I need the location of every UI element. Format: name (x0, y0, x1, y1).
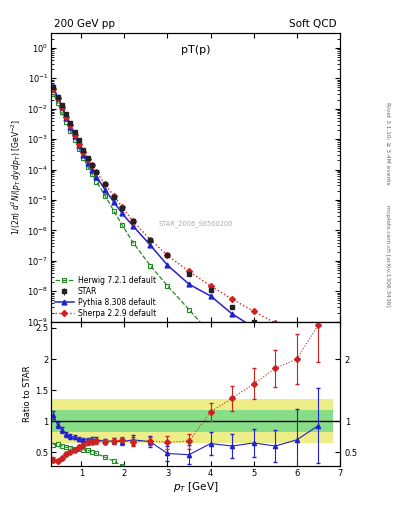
Bar (90, 410, 103, 432)
Herwig 7.2.1 default (111, 207, 116, 214)
Herwig 7.2.1 default (120, 222, 125, 228)
Bar (211, 410, 243, 432)
Herwig 7.2.1 default (59, 110, 64, 116)
Herwig 7.2.1 default (252, 378, 256, 385)
Herwig 7.2.1 default (294, 427, 299, 433)
Legend: Herwig 7.2.1 default, STAR, Pythia 8.308 default, Sherpa 2.2.9 default: Herwig 7.2.1 default, STAR, Pythia 8.308… (53, 274, 158, 319)
X-axis label: $p_T$ [GeV]: $p_T$ [GeV] (173, 480, 218, 495)
Herwig 7.2.1 default (51, 91, 55, 97)
Bar (60, 399, 66, 443)
Bar (275, 399, 305, 443)
Herwig 7.2.1 default (230, 355, 235, 361)
Bar (305, 399, 334, 443)
Herwig 7.2.1 default (316, 453, 321, 459)
Text: pT(p): pT(p) (181, 45, 210, 55)
Herwig 7.2.1 default (90, 171, 94, 177)
Line: Herwig 7.2.1 default: Herwig 7.2.1 default (51, 91, 321, 458)
Herwig 7.2.1 default (148, 263, 152, 269)
Text: STAR_2006_S6500200: STAR_2006_S6500200 (158, 220, 233, 227)
Bar (90, 399, 103, 443)
Bar (211, 399, 243, 443)
Bar (66, 399, 73, 443)
Herwig 7.2.1 default (94, 179, 99, 185)
Herwig 7.2.1 default (103, 193, 107, 199)
Herwig 7.2.1 default (165, 283, 170, 289)
Bar (146, 410, 167, 432)
Text: mcplots.cern.ch [arXiv:1306.3436]: mcplots.cern.ch [arXiv:1306.3436] (385, 205, 390, 307)
Y-axis label: $1/(2\pi)\ d^2N/(p_T\,dy\,dp_T)\ [\mathrm{GeV}^{-2}]$: $1/(2\pi)\ d^2N/(p_T\,dy\,dp_T)\ [\mathr… (10, 120, 24, 236)
Bar (146, 399, 167, 443)
Herwig 7.2.1 default (77, 146, 81, 152)
Bar (73, 410, 81, 432)
Bar (66, 410, 73, 432)
Herwig 7.2.1 default (208, 331, 213, 337)
Bar (51, 399, 60, 443)
Bar (103, 410, 124, 432)
Bar (60, 410, 66, 432)
Bar (51, 410, 60, 432)
Herwig 7.2.1 default (130, 240, 135, 246)
Bar (124, 410, 146, 432)
Herwig 7.2.1 default (72, 137, 77, 143)
Herwig 7.2.1 default (187, 307, 191, 313)
Bar (103, 399, 124, 443)
Bar (243, 410, 275, 432)
Bar (243, 399, 275, 443)
Bar (189, 399, 211, 443)
Bar (167, 399, 189, 443)
Herwig 7.2.1 default (55, 99, 60, 105)
Herwig 7.2.1 default (81, 155, 86, 161)
Bar (189, 410, 211, 432)
Herwig 7.2.1 default (68, 128, 73, 134)
Bar (81, 399, 90, 443)
Text: Rivet 3.1.10; ≥ 3.4M events: Rivet 3.1.10; ≥ 3.4M events (385, 102, 390, 185)
Bar (167, 410, 189, 432)
Herwig 7.2.1 default (273, 402, 277, 408)
Y-axis label: Ratio to STAR: Ratio to STAR (24, 366, 32, 422)
Bar (81, 410, 90, 432)
Bar (275, 410, 305, 432)
Herwig 7.2.1 default (64, 119, 68, 125)
Bar (305, 410, 334, 432)
Text: Soft QCD: Soft QCD (289, 19, 337, 29)
Bar (73, 399, 81, 443)
Herwig 7.2.1 default (85, 163, 90, 169)
Text: 200 GeV pp: 200 GeV pp (54, 19, 115, 29)
Bar (124, 399, 146, 443)
